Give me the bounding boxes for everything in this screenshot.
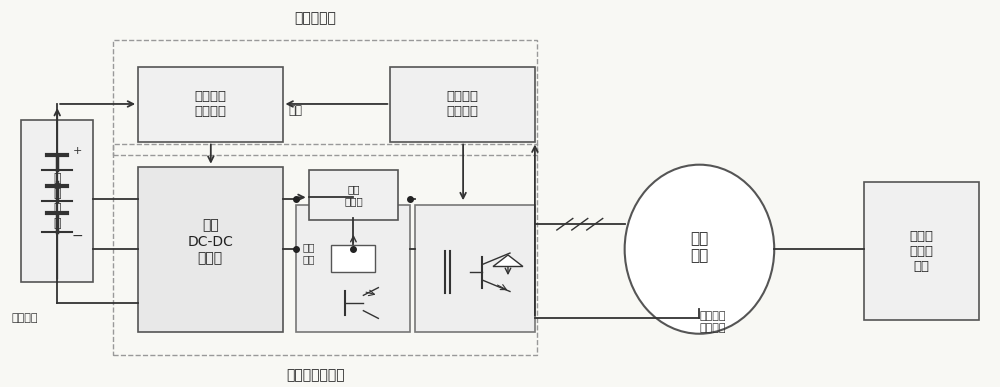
Text: 辅助电机
转矩指令: 辅助电机 转矩指令 — [699, 312, 726, 333]
FancyBboxPatch shape — [138, 167, 283, 332]
FancyBboxPatch shape — [138, 67, 283, 142]
FancyBboxPatch shape — [864, 182, 979, 320]
Text: 储
能
装
置: 储 能 装 置 — [53, 172, 61, 230]
FancyBboxPatch shape — [309, 170, 398, 220]
Text: −: − — [71, 229, 83, 243]
FancyBboxPatch shape — [390, 67, 535, 142]
Polygon shape — [493, 255, 523, 267]
Text: 辅助转矩控制器: 辅助转矩控制器 — [286, 368, 345, 382]
Text: 电力变换器: 电力变换器 — [295, 12, 336, 26]
FancyBboxPatch shape — [21, 120, 93, 282]
Text: 能耗
控制器: 能耗 控制器 — [344, 185, 363, 206]
Text: 储能装置
控制单元: 储能装置 控制单元 — [194, 90, 226, 118]
Text: 双向
DC-DC
变换器: 双向 DC-DC 变换器 — [187, 218, 233, 265]
FancyBboxPatch shape — [415, 205, 535, 332]
FancyBboxPatch shape — [331, 245, 375, 272]
Text: 储能状态: 储能状态 — [11, 313, 38, 324]
Text: 电压: 电压 — [289, 104, 303, 117]
Bar — [113, 40, 537, 155]
Text: 能耗
电阻: 能耗 电阻 — [302, 242, 315, 264]
Ellipse shape — [625, 165, 774, 334]
Text: 辅助
电机: 辅助 电机 — [690, 231, 709, 264]
Text: +: + — [72, 146, 82, 156]
FancyBboxPatch shape — [296, 205, 410, 332]
Text: 辅助转矩
控制单元: 辅助转矩 控制单元 — [447, 90, 479, 118]
Text: 辅助转
矩传递
装置: 辅助转 矩传递 装置 — [909, 229, 933, 272]
Bar — [113, 144, 537, 355]
